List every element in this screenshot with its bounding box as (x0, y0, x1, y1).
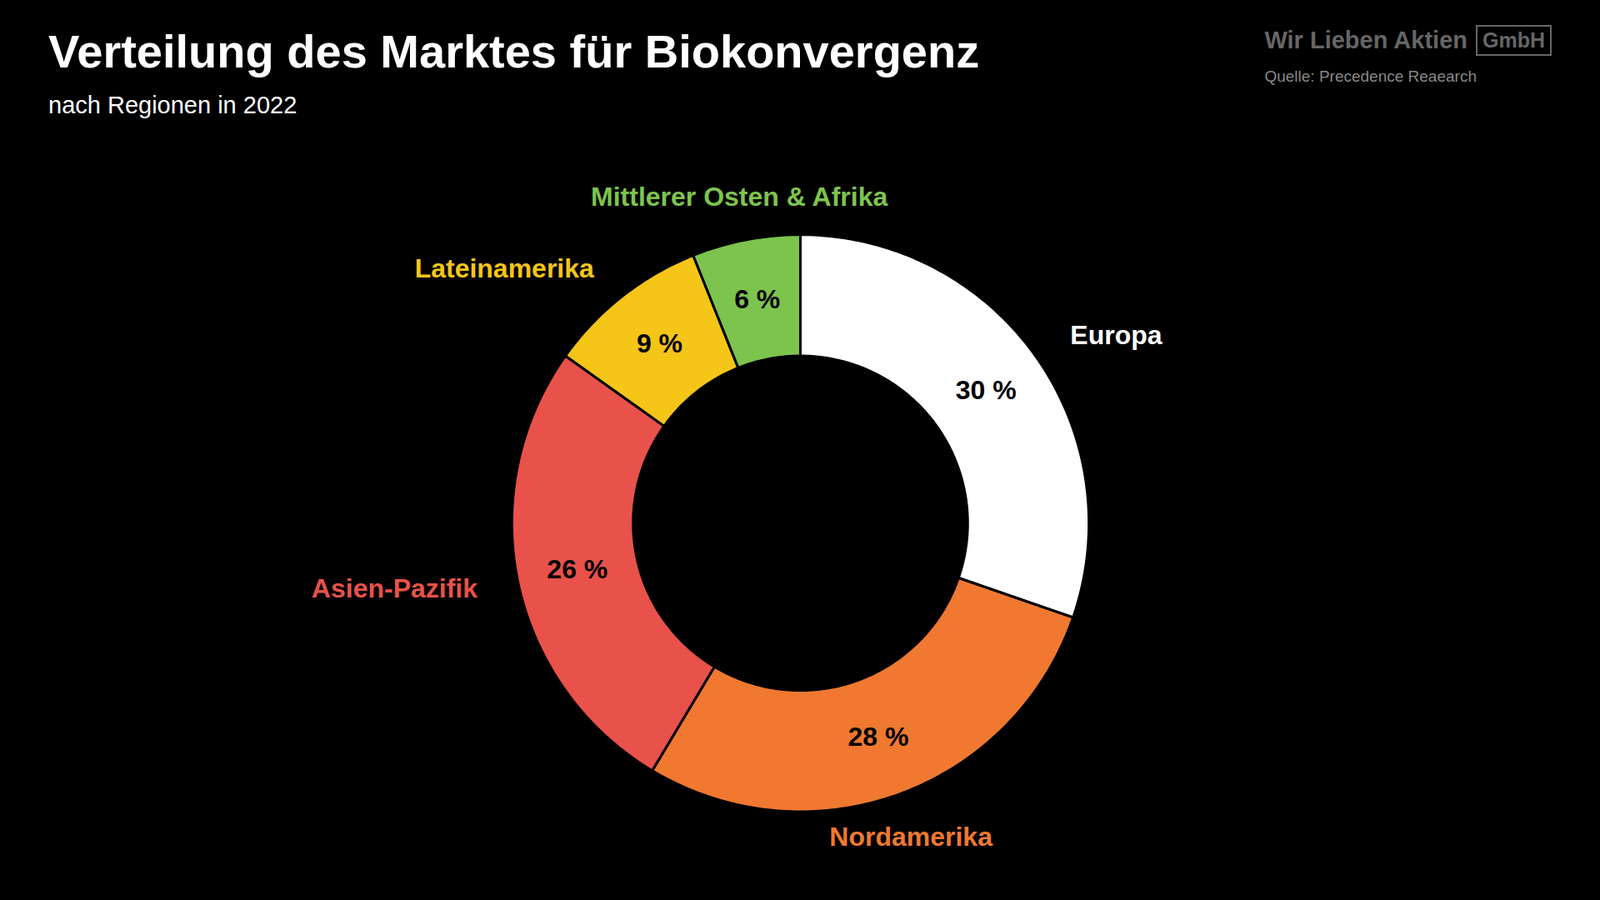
html-text:Wir Lieben Aktien: Wir Lieben Aktien (1264, 26, 1468, 54)
svg-text:Nordamerika: Nordamerika (829, 821, 993, 852)
svg-text:9 %: 9 % (636, 328, 683, 359)
html-text:Verteilung des Marktes für Bio: Verteilung des Marktes für Biokonvergenz (48, 25, 980, 78)
html-text:nach Regionen in 2022: nach Regionen in 2022 (48, 92, 297, 119)
svg-text:Mittlerer Osten & Afrika: Mittlerer Osten & Afrika (590, 181, 888, 212)
svg-text:Lateinamerika: Lateinamerika (415, 253, 595, 284)
svg-text:Asien-Pazifik: Asien-Pazifik (311, 573, 478, 604)
svg-text:28 %: 28 % (848, 721, 910, 752)
svg-text:30 %: 30 % (955, 375, 1017, 405)
html-text:GmbH: GmbH (1482, 28, 1545, 52)
html-text:Quelle: Precedence Reaearch: Quelle: Precedence Reaearch (1264, 67, 1477, 85)
svg-text:26 %: 26 % (546, 554, 608, 585)
svg-text:Europa: Europa (1070, 320, 1162, 350)
svg-text:6 %: 6 % (734, 284, 780, 315)
